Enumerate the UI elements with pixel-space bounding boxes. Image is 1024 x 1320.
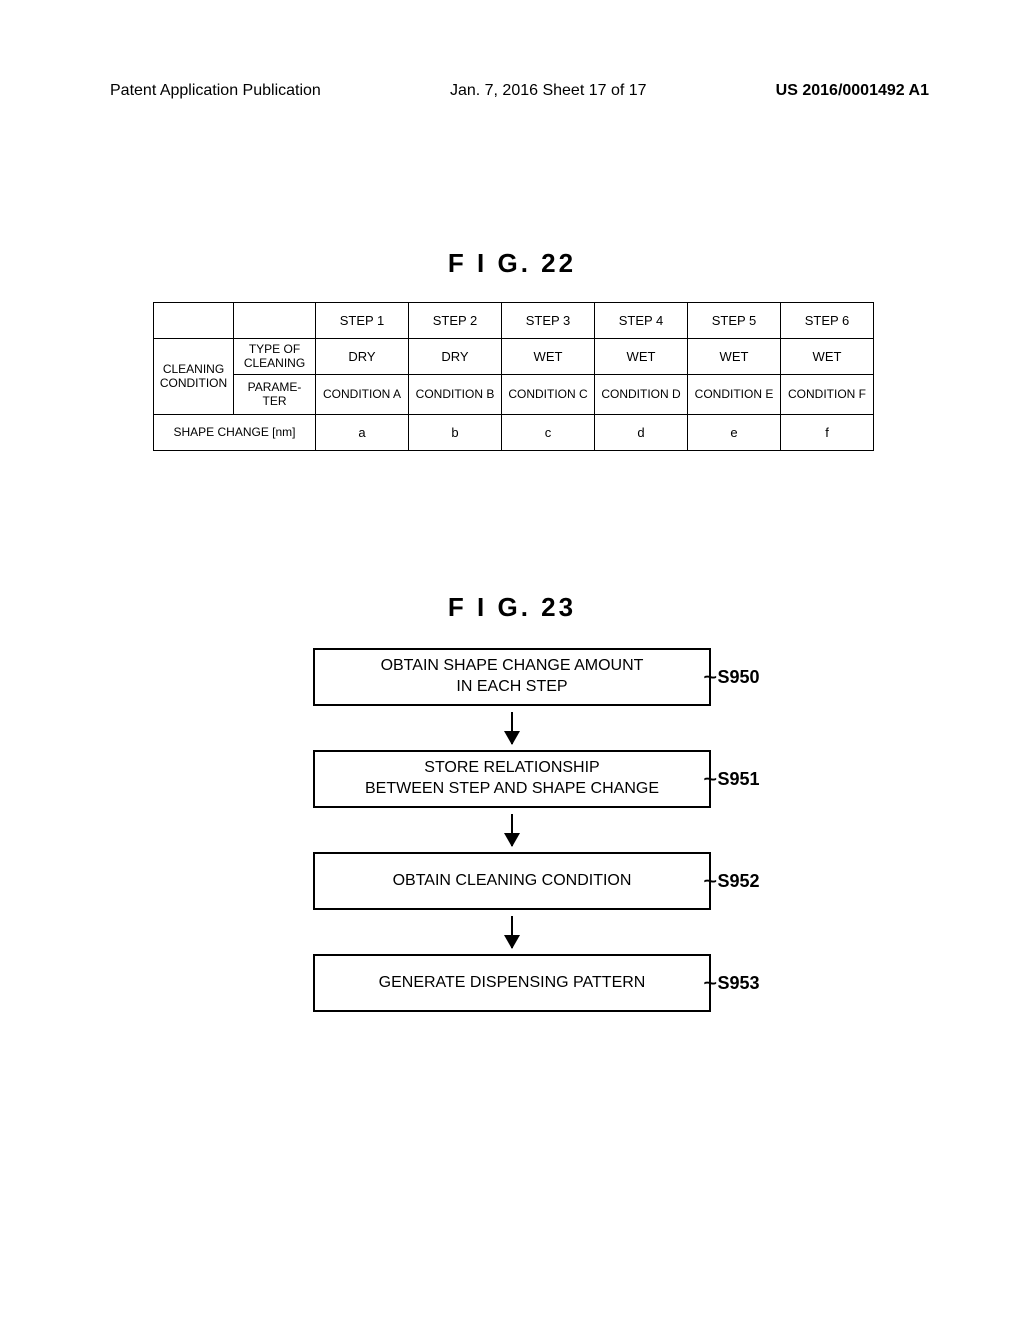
flow-box-1: STORE RELATIONSHIPBETWEEN STEP AND SHAPE… xyxy=(313,750,711,808)
type-cell: DRY xyxy=(409,339,502,375)
arrow-down-icon xyxy=(267,808,757,852)
param-cell: CONDITION D xyxy=(595,375,688,415)
flow-row: GENERATE DISPENSING PATTERN ~S953 xyxy=(267,954,757,1012)
shape-cell: e xyxy=(688,415,781,451)
param-cell: CONDITION B xyxy=(409,375,502,415)
col-header: STEP 1 xyxy=(316,303,409,339)
step-label-3: ~S953 xyxy=(705,973,760,994)
arrow-down-icon xyxy=(267,706,757,750)
type-label: TYPE OF CLEANING xyxy=(234,339,316,375)
col-header: STEP 5 xyxy=(688,303,781,339)
flow-text: OBTAIN CLEANING CONDITION xyxy=(393,871,632,892)
shape-cell: a xyxy=(316,415,409,451)
step-id: S953 xyxy=(718,973,760,993)
flow-box-0: OBTAIN SHAPE CHANGE AMOUNTIN EACH STEP xyxy=(313,648,711,706)
shape-cell: f xyxy=(781,415,874,451)
flow-text: GENERATE DISPENSING PATTERN xyxy=(379,973,646,994)
type-cell: WET xyxy=(688,339,781,375)
header-right: US 2016/0001492 A1 xyxy=(776,82,929,100)
step-label-2: ~S952 xyxy=(705,871,760,892)
header-center: Jan. 7, 2016 Sheet 17 of 17 xyxy=(450,82,647,100)
flow-row: OBTAIN CLEANING CONDITION ~S952 xyxy=(267,852,757,910)
param-cell: CONDITION C xyxy=(502,375,595,415)
param-cell: CONDITION F xyxy=(781,375,874,415)
step-label-0: ~S950 xyxy=(705,667,760,688)
cleaning-condition-label: CLEANING CONDITION xyxy=(154,339,234,415)
shape-label: SHAPE CHANGE [nm] xyxy=(154,415,316,451)
figure-23-title: F I G. 23 xyxy=(0,592,1024,623)
figure-22-title: F I G. 22 xyxy=(0,248,1024,279)
cleaning-condition-text: CLEANING CONDITION xyxy=(160,362,227,389)
param-label: PARAME-TER xyxy=(234,375,316,415)
flow-row: STORE RELATIONSHIPBETWEEN STEP AND SHAPE… xyxy=(267,750,757,808)
step-id: S950 xyxy=(718,667,760,687)
col-header: STEP 3 xyxy=(502,303,595,339)
arrow-down-icon xyxy=(267,910,757,954)
shape-cell: c xyxy=(502,415,595,451)
figure-22-table: STEP 1 STEP 2 STEP 3 STEP 4 STEP 5 STEP … xyxy=(153,302,874,451)
step-id: S952 xyxy=(718,871,760,891)
col-header: STEP 6 xyxy=(781,303,874,339)
col-header: STEP 4 xyxy=(595,303,688,339)
flow-box-2: OBTAIN CLEANING CONDITION xyxy=(313,852,711,910)
flow-box-3: GENERATE DISPENSING PATTERN xyxy=(313,954,711,1012)
header-left: Patent Application Publication xyxy=(110,82,321,100)
col-header: STEP 2 xyxy=(409,303,502,339)
type-cell: WET xyxy=(781,339,874,375)
shape-cell: d xyxy=(595,415,688,451)
type-cell: WET xyxy=(502,339,595,375)
flow-row: OBTAIN SHAPE CHANGE AMOUNTIN EACH STEP ~… xyxy=(267,648,757,706)
figure-23-flowchart: OBTAIN SHAPE CHANGE AMOUNTIN EACH STEP ~… xyxy=(267,648,757,1012)
type-cell: WET xyxy=(595,339,688,375)
step-label-1: ~S951 xyxy=(705,769,760,790)
empty-cell xyxy=(154,303,234,339)
type-row: CLEANING CONDITION TYPE OF CLEANING DRY … xyxy=(154,339,874,375)
page-header: Patent Application Publication Jan. 7, 2… xyxy=(0,82,1024,100)
flow-text: STORE RELATIONSHIPBETWEEN STEP AND SHAPE… xyxy=(365,758,659,800)
table-header-row: STEP 1 STEP 2 STEP 3 STEP 4 STEP 5 STEP … xyxy=(154,303,874,339)
param-cell: CONDITION A xyxy=(316,375,409,415)
param-row: PARAME-TER CONDITION A CONDITION B CONDI… xyxy=(154,375,874,415)
empty-cell xyxy=(234,303,316,339)
shape-row: SHAPE CHANGE [nm] a b c d e f xyxy=(154,415,874,451)
param-cell: CONDITION E xyxy=(688,375,781,415)
step-id: S951 xyxy=(718,769,760,789)
shape-cell: b xyxy=(409,415,502,451)
flow-text: OBTAIN SHAPE CHANGE AMOUNTIN EACH STEP xyxy=(381,656,644,698)
type-cell: DRY xyxy=(316,339,409,375)
